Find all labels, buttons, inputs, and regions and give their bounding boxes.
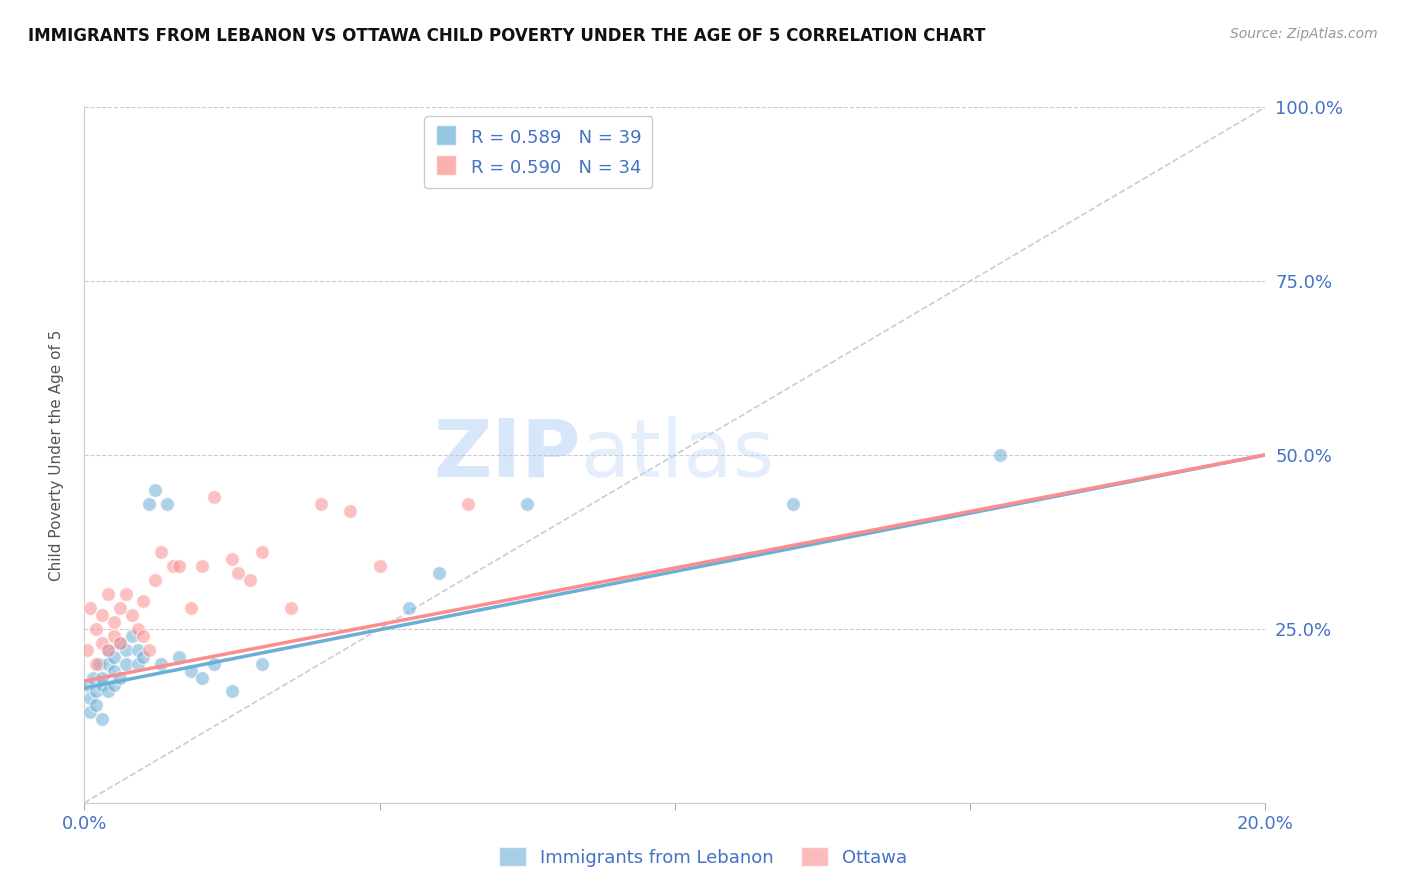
Legend: Immigrants from Lebanon, Ottawa: Immigrants from Lebanon, Ottawa bbox=[491, 840, 915, 874]
Point bbox=[132, 629, 155, 643]
Point bbox=[782, 497, 804, 511]
Point bbox=[76, 642, 98, 657]
Point bbox=[84, 684, 107, 698]
Point bbox=[84, 698, 107, 713]
Legend: R = 0.589   N = 39, R = 0.590   N = 34: R = 0.589 N = 39, R = 0.590 N = 34 bbox=[425, 116, 652, 188]
Point bbox=[143, 573, 166, 587]
Point bbox=[97, 657, 120, 671]
Point bbox=[280, 601, 302, 615]
Point bbox=[108, 636, 131, 650]
Point bbox=[132, 649, 155, 664]
Point bbox=[191, 559, 214, 574]
Point bbox=[226, 566, 249, 581]
Point bbox=[156, 497, 179, 511]
Point bbox=[103, 615, 125, 629]
Point bbox=[138, 497, 160, 511]
Point bbox=[84, 657, 107, 671]
Point bbox=[121, 607, 143, 622]
Point bbox=[108, 601, 131, 615]
Point bbox=[988, 448, 1011, 462]
Point bbox=[114, 587, 136, 601]
Point bbox=[202, 657, 225, 671]
Point bbox=[97, 587, 120, 601]
Point bbox=[250, 657, 273, 671]
Point bbox=[309, 497, 332, 511]
Point bbox=[250, 545, 273, 559]
Point bbox=[180, 664, 202, 678]
Point bbox=[398, 601, 420, 615]
Point bbox=[150, 657, 173, 671]
Text: Source: ZipAtlas.com: Source: ZipAtlas.com bbox=[1230, 27, 1378, 41]
Point bbox=[97, 684, 120, 698]
Point bbox=[132, 594, 155, 608]
Point bbox=[143, 483, 166, 497]
Point bbox=[127, 622, 149, 636]
Point bbox=[127, 657, 149, 671]
Point bbox=[97, 642, 120, 657]
Point bbox=[91, 712, 114, 726]
Point bbox=[84, 622, 107, 636]
Point bbox=[82, 671, 104, 685]
Point bbox=[150, 545, 173, 559]
Point bbox=[167, 649, 190, 664]
Point bbox=[167, 559, 190, 574]
Point bbox=[127, 642, 149, 657]
Point bbox=[457, 497, 479, 511]
Point bbox=[91, 677, 114, 691]
Point bbox=[191, 671, 214, 685]
Text: ZIP: ZIP bbox=[433, 416, 581, 494]
Point bbox=[79, 691, 101, 706]
Point bbox=[516, 497, 538, 511]
Point bbox=[221, 552, 243, 566]
Point bbox=[108, 636, 131, 650]
Point bbox=[76, 677, 98, 691]
Point bbox=[368, 559, 391, 574]
Text: atlas: atlas bbox=[581, 416, 775, 494]
Point bbox=[180, 601, 202, 615]
Point bbox=[91, 607, 114, 622]
Y-axis label: Child Poverty Under the Age of 5: Child Poverty Under the Age of 5 bbox=[49, 329, 63, 581]
Point bbox=[138, 642, 160, 657]
Point bbox=[91, 636, 114, 650]
Point bbox=[103, 677, 125, 691]
Point bbox=[114, 657, 136, 671]
Point bbox=[239, 573, 262, 587]
Point bbox=[108, 671, 131, 685]
Point bbox=[114, 642, 136, 657]
Point bbox=[103, 649, 125, 664]
Point bbox=[79, 706, 101, 720]
Point bbox=[339, 503, 361, 517]
Point bbox=[162, 559, 184, 574]
Point bbox=[103, 664, 125, 678]
Point bbox=[427, 566, 450, 581]
Point bbox=[221, 684, 243, 698]
Point bbox=[89, 657, 111, 671]
Text: IMMIGRANTS FROM LEBANON VS OTTAWA CHILD POVERTY UNDER THE AGE OF 5 CORRELATION C: IMMIGRANTS FROM LEBANON VS OTTAWA CHILD … bbox=[28, 27, 986, 45]
Point bbox=[202, 490, 225, 504]
Point bbox=[91, 671, 114, 685]
Point bbox=[121, 629, 143, 643]
Point bbox=[97, 642, 120, 657]
Point bbox=[103, 629, 125, 643]
Point bbox=[79, 601, 101, 615]
